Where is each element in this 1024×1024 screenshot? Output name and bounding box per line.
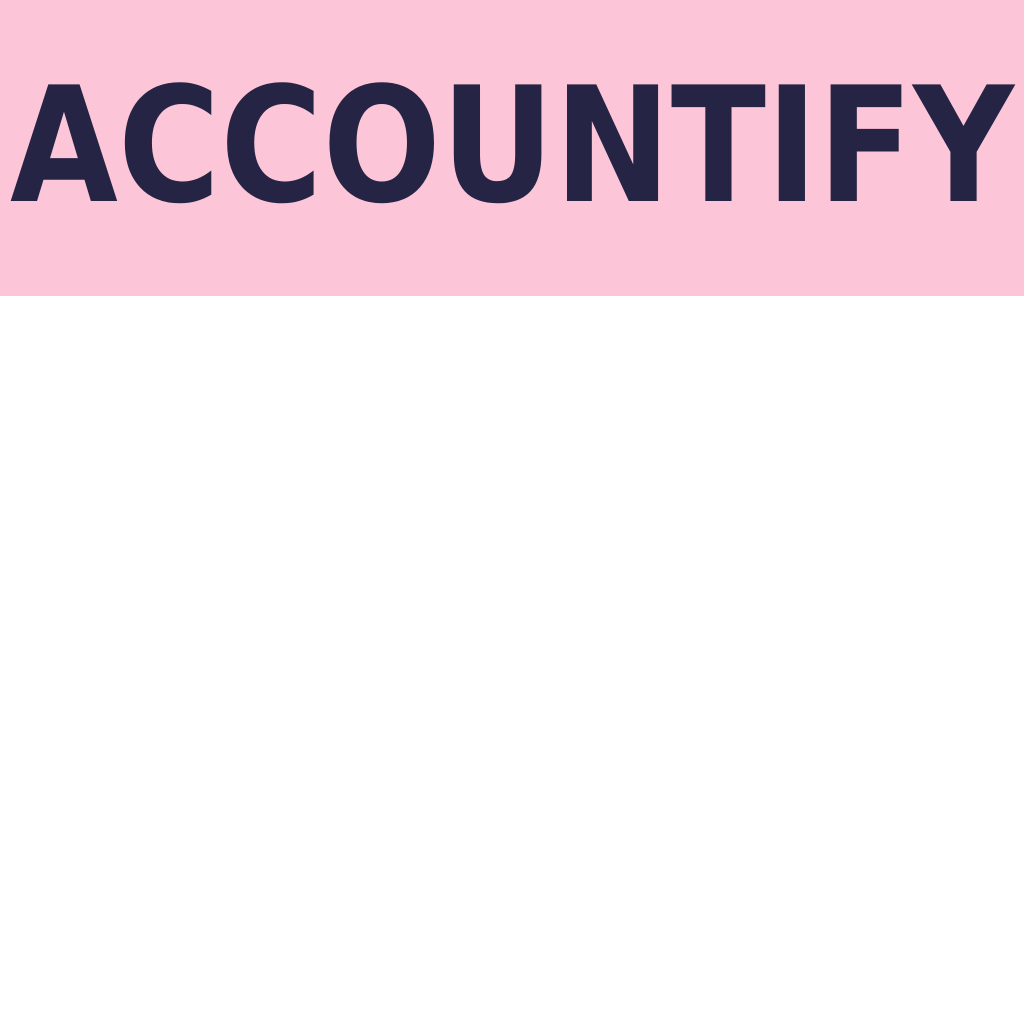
brand-wordmark: ACCOUNTIFY — [10, 52, 1016, 239]
content-area — [0, 296, 1024, 1024]
brand-banner: ACCOUNTIFY — [0, 0, 1024, 296]
brand-name: ACCOUNTIFY — [10, 52, 1016, 239]
